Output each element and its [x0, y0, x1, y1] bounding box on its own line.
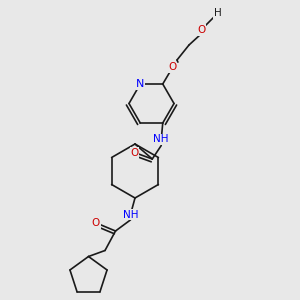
Text: O: O — [130, 148, 138, 158]
Text: H: H — [214, 8, 221, 19]
Text: NH: NH — [123, 209, 138, 220]
Text: NH: NH — [154, 134, 169, 145]
Text: N: N — [136, 79, 144, 89]
Text: O: O — [168, 62, 177, 73]
Text: O: O — [92, 218, 100, 229]
Text: O: O — [197, 25, 205, 35]
